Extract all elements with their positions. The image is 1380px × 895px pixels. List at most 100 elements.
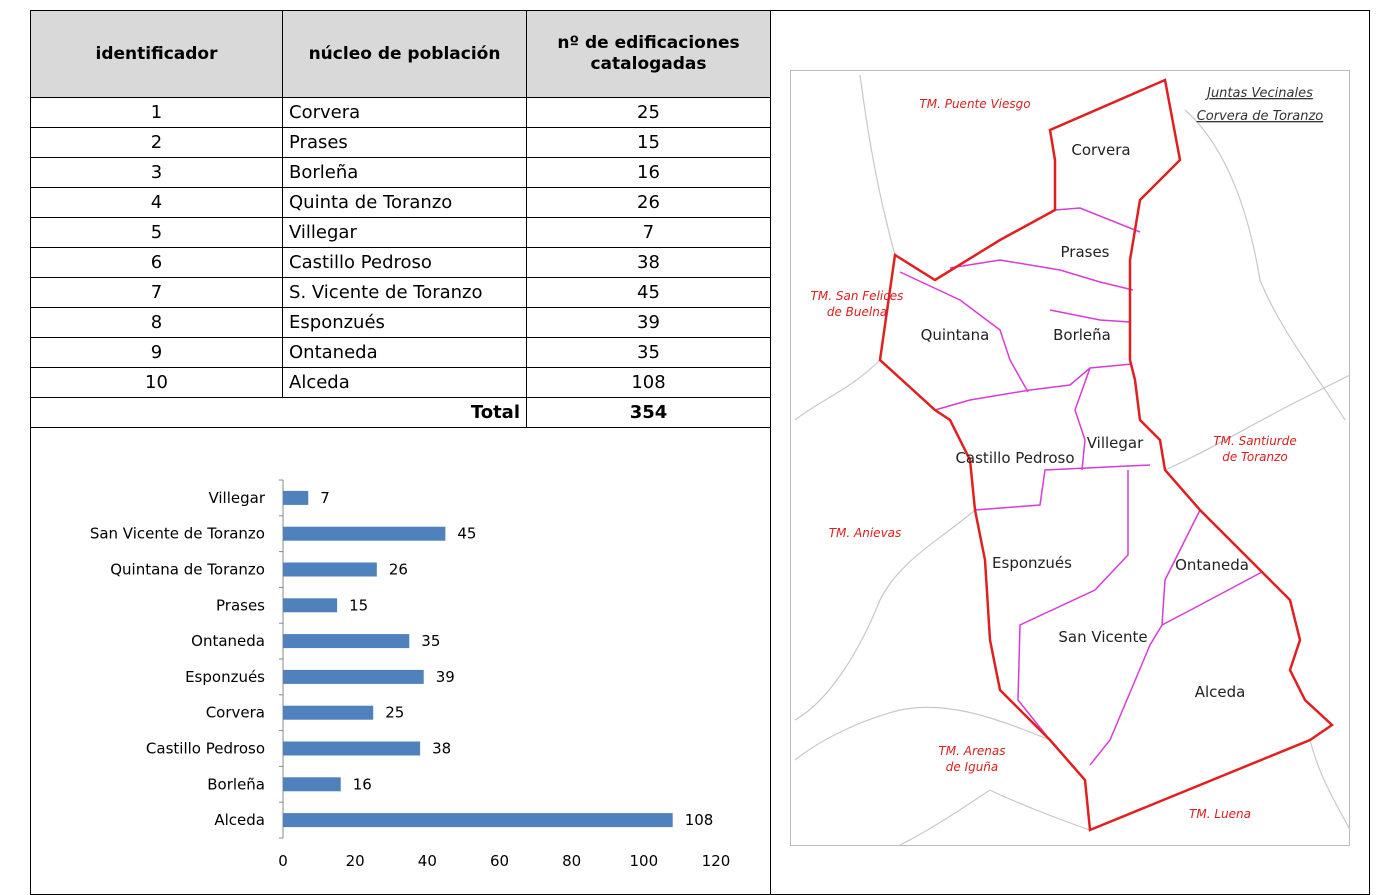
value-label: 15 <box>349 596 368 614</box>
table-row: 6 Castillo Pedroso 38 <box>29 247 771 278</box>
x-tick-label: 40 <box>418 852 437 870</box>
table-cell: Quinta de Toranzo <box>282 187 527 218</box>
boundary <box>974 464 1151 511</box>
bar <box>283 634 410 649</box>
header-row: identificador núcleo de población nº de ed… <box>29 10 771 98</box>
y-tick-label: San Vicente de Toranzo <box>90 525 265 543</box>
region-label: Alceda <box>1195 683 1246 701</box>
total-label: Total <box>30 397 527 428</box>
x-tick-label: 100 <box>630 852 659 870</box>
table-row: 1 Corvera 25 <box>29 97 771 128</box>
region-label: Castillo Pedroso <box>955 449 1074 467</box>
y-tick-label: Alceda <box>214 811 265 829</box>
table-cell: Ontaneda <box>282 337 527 368</box>
boundary <box>1161 571 1263 626</box>
table-cell: 45 <box>526 277 771 308</box>
table-row: 9 Ontaneda 35 <box>29 337 771 368</box>
border-line <box>899 789 1091 846</box>
x-tick-label: 60 <box>490 852 509 870</box>
total-row: Total 354 <box>30 397 771 428</box>
x-tick-label: 20 <box>346 852 365 870</box>
table-row: 7 S. Vicente de Toranzo 45 <box>29 277 771 308</box>
value-label: 38 <box>432 740 451 758</box>
neighbor-label: TM. Anievas <box>829 526 902 540</box>
total-value: 354 <box>526 397 771 428</box>
x-tick-label: 120 <box>702 852 731 870</box>
y-tick-label: Ontaneda <box>191 632 265 650</box>
table-body: 1 Corvera 25 2 Prases 1 5 3 Borleña 16 4 Quinta de … <box>29 97 771 428</box>
boundary <box>1049 309 1131 323</box>
region-label: Corvera <box>1071 141 1130 159</box>
bar <box>283 669 424 684</box>
table-cell: Castillo Pedroso <box>282 247 527 278</box>
boundary <box>899 271 1029 393</box>
table-row: 8 Esponzués 39 <box>29 307 771 338</box>
boundary <box>1089 509 1201 766</box>
table-cell: 5 <box>29 217 284 248</box>
neighbor-label: de Iguña <box>946 760 999 774</box>
table-cell: Corvera <box>282 97 527 128</box>
region-label: Quintana <box>921 326 990 344</box>
y-tick-label: Prases <box>216 596 265 614</box>
region-label: San Vicente <box>1058 628 1147 646</box>
neighbor-label: TM. Luena <box>1189 807 1251 821</box>
neighbor-label: de Toranzo <box>1222 450 1288 464</box>
data-table: identificador núcleo de población nº de ed… <box>29 10 771 428</box>
table-cell: Esponzués <box>282 307 527 338</box>
boundary <box>1017 470 1129 741</box>
column-header: núcleo de población <box>282 10 527 98</box>
map-legend: Corvera de Toranzo <box>1197 109 1324 124</box>
boundary <box>934 363 1133 411</box>
table-cell: 6 <box>29 247 284 278</box>
neighbor-label: TM. Arenas <box>938 744 1005 758</box>
inner-lines <box>899 207 1263 766</box>
region-label: Borleña <box>1053 326 1111 344</box>
table-row: 10 Alceda 108 <box>29 367 771 398</box>
bar <box>283 777 341 792</box>
value-label: 25 <box>385 704 404 722</box>
table-cell: 39 <box>526 307 771 338</box>
boundary <box>1054 207 1141 233</box>
boundary <box>1074 367 1091 471</box>
column-header: identificador <box>29 10 284 98</box>
y-tick-label: Castillo Pedroso <box>146 740 265 758</box>
border-line <box>794 706 1051 761</box>
table-cell: 7 <box>526 217 771 248</box>
neighbor-label: TM. Santiurde <box>1213 434 1296 448</box>
bar <box>283 490 309 505</box>
table-row: 4 Quinta de Toranzo 26 <box>29 187 771 218</box>
table-cell: 16 <box>526 157 771 188</box>
bar <box>283 526 446 541</box>
table-cell: 38 <box>526 247 771 278</box>
table-cell: 1 <box>29 97 284 128</box>
bar <box>283 705 374 720</box>
map-frame <box>790 70 1350 846</box>
bar <box>283 741 421 756</box>
table-cell: 3 <box>29 157 284 188</box>
table-row: 5 Villegar 7 <box>29 217 771 248</box>
column-header: nº de edificaciones catalogadas <box>526 10 771 98</box>
table-cell: 8 <box>29 307 284 338</box>
table-cell: 25 <box>526 97 771 128</box>
border-line <box>859 74 896 256</box>
y-tick-label: Borleña <box>207 775 265 793</box>
y-tick-label: Quintana de Toranzo <box>110 561 265 579</box>
region-label: Ontaneda <box>1175 556 1249 574</box>
border-line <box>1164 374 1351 471</box>
table-cell: Borleña <box>282 157 527 188</box>
border-line <box>794 359 881 421</box>
table-cell: 35 <box>526 337 771 368</box>
value-label: 108 <box>685 811 714 829</box>
table-cell: 2 <box>29 127 284 158</box>
region-label: Prases <box>1061 243 1110 261</box>
x-tick-label: 0 <box>278 852 288 870</box>
border-line <box>794 509 976 721</box>
neighbor-label: de Buelna <box>827 305 887 319</box>
bar <box>283 813 673 828</box>
neighbor-label: TM. Puente Viesgo <box>919 97 1030 111</box>
region-label: Villegar <box>1087 434 1144 452</box>
bar <box>283 598 338 613</box>
table-cell: Prases <box>282 127 527 158</box>
